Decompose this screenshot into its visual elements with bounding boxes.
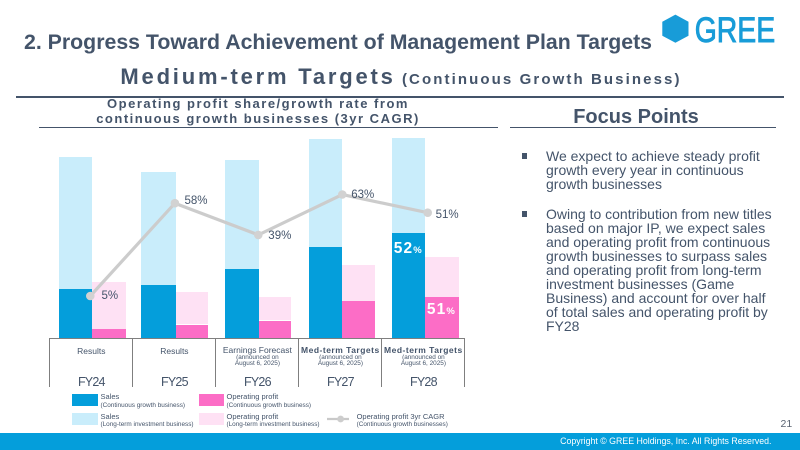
svg-text:GREE: GREE [695,11,776,50]
